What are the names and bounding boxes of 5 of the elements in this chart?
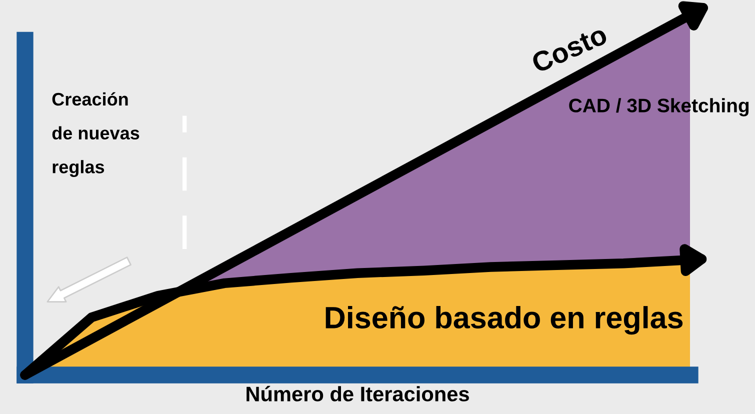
annotation: Creación de nuevas reglas <box>52 92 140 177</box>
x-axis-title: Número de Iteraciones <box>246 386 469 402</box>
series-label: CAD / 3D Sketching <box>569 98 749 116</box>
series-label: Diseño basado en reglas <box>326 306 683 335</box>
annotation: Costo <box>530 24 608 74</box>
